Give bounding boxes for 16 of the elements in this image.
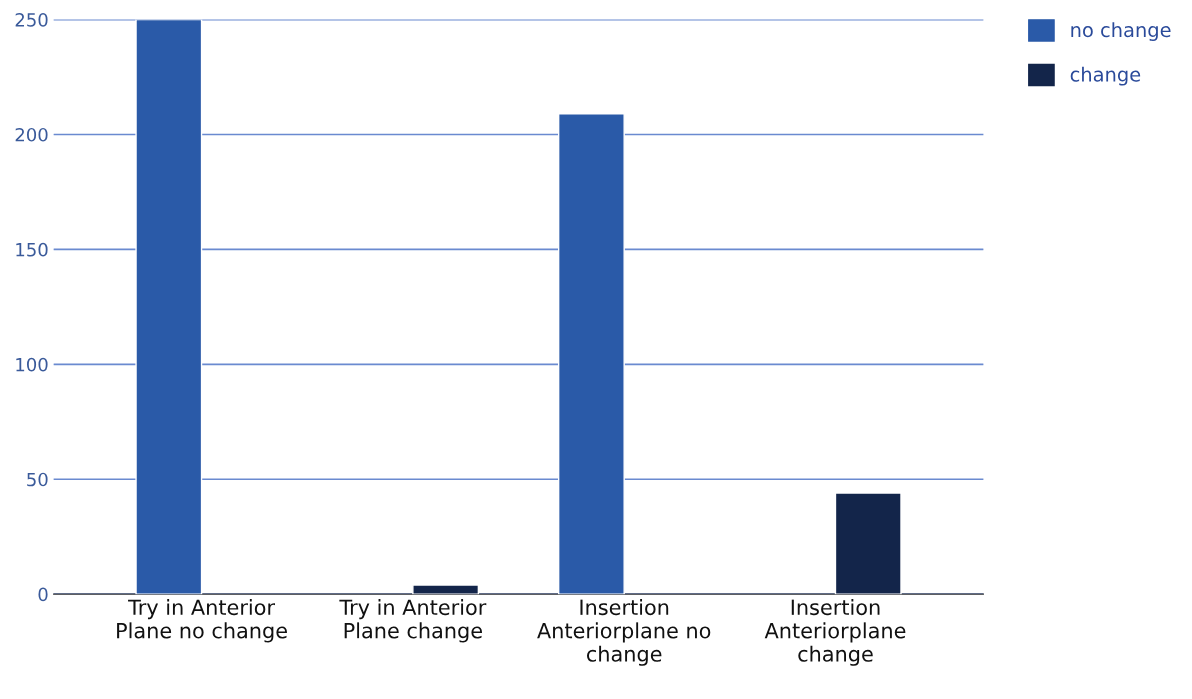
x-tick-label: Insertion Anteriorplane change (764, 599, 906, 666)
bar (557, 113, 625, 595)
x-tick-label: Try in Anterior Plane no change (117, 599, 287, 643)
x-tick-label: Insertion Anteriorplane no change (537, 599, 711, 666)
y-tick-label: 100 (16, 357, 48, 372)
bar (135, 19, 203, 595)
y-tick-label: 200 (15, 127, 48, 142)
legend-label: change (1070, 66, 1141, 86)
x-tick-label: Try in Anterior Plane change (339, 599, 487, 643)
y-tick-label: 0 (38, 587, 48, 602)
legend-label: no change (1071, 22, 1171, 41)
y-tick-label: 150 (16, 242, 48, 257)
bar (412, 584, 480, 595)
bar (834, 492, 902, 595)
y-tick-label: 250 (15, 13, 48, 27)
y-tick-label: 50 (27, 472, 48, 487)
